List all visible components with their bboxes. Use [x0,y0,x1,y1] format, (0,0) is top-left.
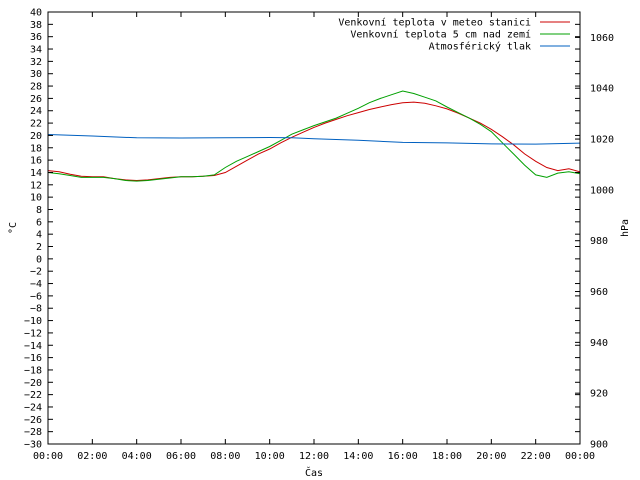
legend-entry-label: Venkovní teplota v meteo stanici [338,17,531,29]
legend: Venkovní teplota v meteo staniciVenkovní… [338,17,570,53]
plot-frame [47,11,581,445]
y-tick-label: −22 [24,390,42,401]
y-tick-label: 38 [30,20,42,31]
y-tick-label: −10 [24,316,42,327]
x-axis-label: Čas [305,466,323,479]
x-tick-label: 16:00 [388,451,418,462]
y-tick-label: −20 [24,378,42,389]
x-tick-label: 06:00 [166,451,196,462]
series-lines [47,90,581,182]
y-axis-label: °C [8,222,19,234]
y-tick-label: 8 [36,205,42,216]
y-tick-label: 32 [30,57,42,68]
x-tick-label: 04:00 [122,451,152,462]
y-tick-label: −8 [30,304,42,315]
x-tick-label: 00:00 [33,451,63,462]
y-tick-label: 26 [30,94,42,105]
y-tick-label: 4 [36,230,42,241]
y-tick-label: 24 [30,106,42,117]
y2-tick-label: 980 [590,236,608,247]
y-tick-label: 30 [30,69,42,80]
y2-tick-label: 1040 [590,84,614,95]
y-tick-label: −16 [24,353,42,364]
y2-tick-label: 920 [590,389,608,400]
y2-axis: 900 920 940 960 980 1000 1020 1040 1060 [575,33,614,451]
y-tick-label: −12 [24,328,42,339]
y-tick-label: 0 [36,254,42,265]
y-tick-label: 14 [30,168,42,179]
series-line-3 [47,134,581,145]
y-tick-label: −14 [24,341,42,352]
x-tick-label: 02:00 [77,451,107,462]
x-tick-label: 00:00 [565,451,595,462]
y-tick-label: −6 [30,291,42,302]
y-tick-label: −18 [24,365,42,376]
y2-tick-label: 1060 [590,33,614,44]
y-tick-label: 10 [30,193,42,204]
y-tick-label: 18 [30,143,42,154]
y-tick-label: −2 [30,267,42,278]
x-axis: 00:00 02:00 04:00 06:00 08:00 10:00 12:00 14:00… [33,12,595,462]
y-tick-label: 36 [30,32,42,43]
x-tick-label: 20:00 [476,451,506,462]
series-line-2 [47,90,581,182]
y-tick-label: −24 [24,402,42,413]
y-tick-label: 6 [36,217,42,228]
y-tick-label: 2 [36,242,42,253]
y2-tick-label: 940 [590,338,608,349]
legend-entry-label: Atmosférický tlak [429,41,531,53]
x-tick-label: 10:00 [255,451,285,462]
y-tick-label: −26 [24,415,42,426]
y2-tick-label: 900 [590,440,608,451]
y-tick-label: −30 [24,440,42,451]
y-tick-label: −28 [24,427,42,438]
y-tick-label: 28 [30,82,42,93]
x-tick-label: 08:00 [210,451,240,462]
x-tick-label: 12:00 [299,451,329,462]
legend-entry-label: Venkovní teplota 5 cm nad zemí [350,29,531,41]
y2-axis-label: hPa [620,219,631,237]
y-tick-label: 34 [30,45,42,56]
x-tick-label: 22:00 [521,451,551,462]
y2-tick-label: 1000 [590,185,614,196]
series-line-1 [47,101,581,182]
y-tick-label: 22 [30,119,42,130]
y-tick-label: 20 [30,131,42,142]
y-tick-label: 16 [30,156,42,167]
y2-tick-label: 1020 [590,135,614,146]
y-tick-label: 12 [30,180,42,191]
x-tick-label: 18:00 [432,451,462,462]
x-tick-label: 14:00 [343,451,373,462]
y-axis: −30−28−26−24−22−20−18−16−14−12−10−8−6−4−… [24,8,580,451]
y-tick-label: 40 [30,8,42,19]
y2-tick-label: 960 [590,287,608,298]
y-tick-label: −4 [30,279,42,290]
